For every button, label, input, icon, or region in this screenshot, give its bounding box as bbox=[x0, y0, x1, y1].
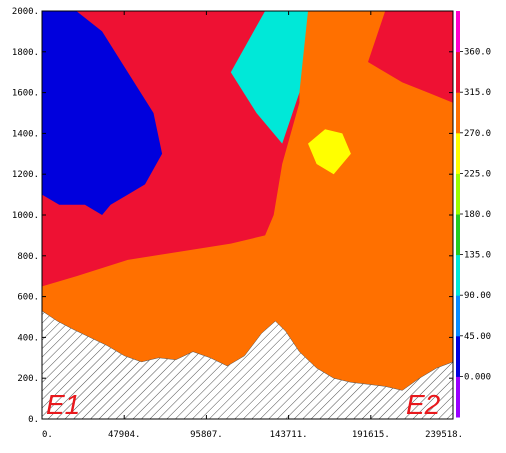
colorbar-label: 315.0 bbox=[464, 88, 491, 98]
colorbar-swatch bbox=[456, 254, 460, 296]
y-tick-label: 2000. bbox=[12, 7, 39, 17]
y-tick-label: 200. bbox=[17, 374, 39, 384]
x-tick-label: 143711. bbox=[270, 430, 308, 440]
x-tick-label: 191615. bbox=[352, 430, 390, 440]
y-tick-label: 1200. bbox=[12, 170, 39, 180]
colorbar-swatch bbox=[456, 376, 460, 418]
x-tick-label: 0. bbox=[42, 430, 53, 440]
y-tick-label: 1600. bbox=[12, 89, 39, 99]
colorbar-label: 225.0 bbox=[464, 169, 491, 179]
y-tick-label: 1000. bbox=[12, 211, 39, 221]
colorbar-swatch bbox=[456, 173, 460, 215]
y-tick-label: 1800. bbox=[12, 48, 39, 58]
y-tick-label: 600. bbox=[17, 293, 39, 303]
colorbar: 0.000 45.00 90.00 135.0 180.0 225.0 270.0 315.0… bbox=[456, 11, 491, 418]
contour-region-2 bbox=[368, 11, 453, 103]
y-tick-label: 1400. bbox=[12, 129, 39, 139]
colorbar-swatch bbox=[456, 92, 460, 134]
terrain-mask bbox=[42, 310, 453, 419]
colorbar-swatch bbox=[456, 214, 460, 256]
colorbar-swatch bbox=[456, 295, 460, 337]
colorbar-swatch bbox=[456, 11, 460, 53]
contour-region-5 bbox=[308, 129, 351, 175]
x-tick-label: 95807. bbox=[190, 430, 223, 440]
y-axis: 0. 200. 400. 600. 800. 1000. 1200. 1400. 1600. 18… bbox=[12, 7, 453, 425]
colorbar-label: 135.0 bbox=[464, 251, 491, 261]
y-tick-label: 800. bbox=[17, 252, 39, 262]
y-tick-label: 0. bbox=[28, 415, 39, 425]
colorbar-swatch bbox=[456, 51, 460, 93]
contour-region-3 bbox=[42, 11, 163, 215]
corner-label-left: E1 bbox=[46, 389, 80, 420]
colorbar-label: 0.000 bbox=[464, 372, 491, 382]
colorbar-label: 180.0 bbox=[464, 210, 491, 220]
colorbar-swatch bbox=[456, 132, 460, 174]
contour-regions bbox=[42, 11, 453, 297]
colorbar-label: 90.00 bbox=[464, 291, 491, 301]
y-tick-label: 400. bbox=[17, 333, 39, 343]
corner-label-right: E2 bbox=[406, 389, 441, 420]
x-tick-label: 239518. bbox=[425, 430, 463, 440]
contour-region-4 bbox=[230, 11, 308, 144]
colorbar-label: 270.0 bbox=[464, 129, 491, 139]
x-axis: 0. 47904. 95807. 143711. 191615. 239518. bbox=[41, 11, 463, 440]
plot-area bbox=[42, 11, 453, 419]
colorbar-swatch bbox=[456, 335, 460, 377]
x-tick-label: 47904. bbox=[108, 430, 141, 440]
colorbar-label: 45.00 bbox=[464, 332, 491, 342]
colorbar-label: 360.0 bbox=[464, 48, 491, 58]
